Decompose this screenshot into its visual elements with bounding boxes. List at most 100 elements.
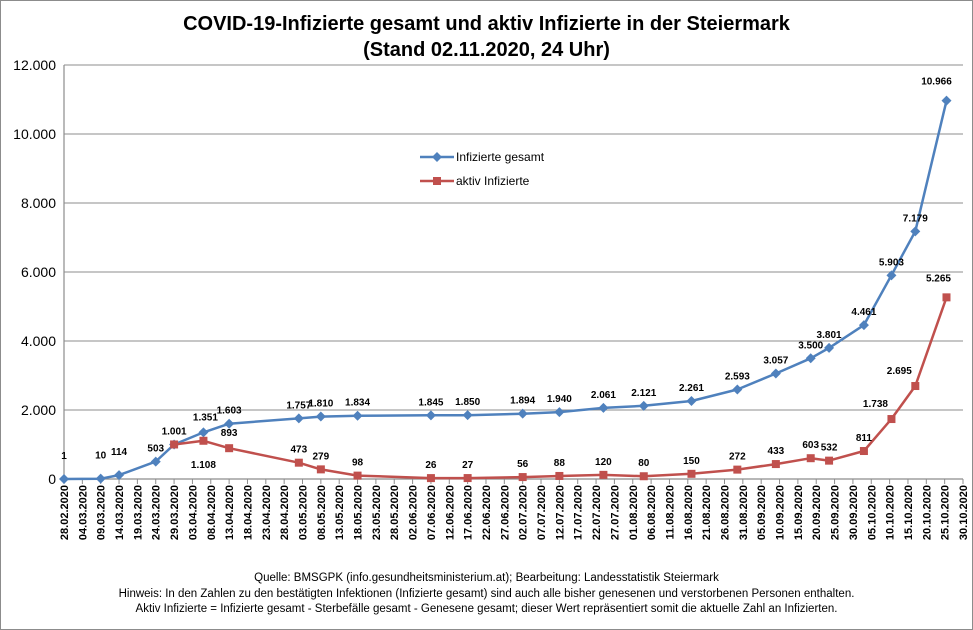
x-tick-label: 09.03.2020 (96, 485, 108, 540)
data-label-aktiv-infizierte: 27 (462, 460, 474, 471)
data-label-aktiv-infizierte: 150 (683, 456, 700, 467)
y-tick-label: 2.000 (21, 402, 56, 418)
data-label-infizierte-gesamt: 10.966 (921, 77, 952, 88)
data-label-aktiv-infizierte: 1.108 (191, 460, 216, 471)
data-point-infizierte-gesamt (198, 427, 209, 438)
data-point-aktiv-infizierte (911, 382, 920, 391)
data-label-aktiv-infizierte: 433 (768, 446, 785, 457)
data-label-aktiv-infizierte: 120 (595, 457, 612, 468)
x-tick-label: 15.10.2020 (903, 485, 915, 540)
data-label-infizierte-gesamt: 4.461 (851, 307, 876, 318)
data-point-infizierte-gesamt (858, 320, 869, 331)
x-tick-label: 08.05.2020 (316, 485, 328, 540)
x-tick-label: 13.04.2020 (224, 485, 236, 540)
x-tick-label: 12.07.2020 (554, 485, 566, 540)
data-label-infizierte-gesamt: 1.810 (308, 399, 333, 410)
x-tick-label: 05.10.2020 (866, 485, 878, 540)
legend-label-1: Infizierte gesamt (456, 150, 545, 164)
x-tick-label: 30.09.2020 (848, 485, 860, 540)
data-label-infizierte-gesamt: 1.834 (345, 398, 370, 409)
x-tick-label: 22.06.2020 (481, 485, 493, 540)
data-label-infizierte-gesamt: 10 (95, 451, 107, 462)
data-point-aktiv-infizierte (771, 460, 780, 469)
data-point-infizierte-gesamt (638, 400, 649, 411)
data-point-infizierte-gesamt (224, 418, 235, 429)
x-tick-label: 31.08.2020 (738, 485, 750, 540)
x-tick-label: 26.08.2020 (719, 485, 731, 540)
data-point-aktiv-infizierte (426, 474, 435, 483)
data-point-infizierte-gesamt (941, 95, 952, 106)
x-tick-label: 10.10.2020 (885, 485, 897, 540)
data-label-infizierte-gesamt: 2.121 (631, 388, 656, 399)
data-label-infizierte-gesamt: 114 (111, 447, 128, 458)
data-point-aktiv-infizierte (687, 469, 696, 478)
data-point-aktiv-infizierte (806, 454, 815, 463)
data-label-aktiv-infizierte: 893 (221, 428, 238, 439)
x-tick-label: 27.07.2020 (609, 485, 621, 540)
data-point-infizierte-gesamt (554, 407, 565, 418)
data-point-infizierte-gesamt (150, 456, 161, 467)
data-point-aktiv-infizierte (555, 471, 564, 480)
chart-title: COVID-19-Infizierte gesamt und aktiv Inf… (0, 11, 973, 63)
x-tick-label: 23.04.2020 (261, 485, 273, 540)
x-tick-label: 22.07.2020 (591, 485, 603, 540)
data-point-aktiv-infizierte (316, 465, 325, 474)
y-tick-label: 0 (48, 471, 56, 487)
data-label-aktiv-infizierte: 532 (821, 443, 838, 454)
title-line-1: COVID-19-Infizierte gesamt und aktiv Inf… (183, 13, 790, 35)
data-point-aktiv-infizierte (859, 447, 868, 456)
data-label-infizierte-gesamt: 5.903 (879, 257, 904, 268)
x-tick-label: 20.09.2020 (811, 485, 823, 540)
data-point-infizierte-gesamt (517, 408, 528, 419)
x-tick-label: 19.03.2020 (132, 485, 144, 540)
data-point-infizierte-gesamt (462, 410, 473, 421)
data-point-infizierte-gesamt (732, 384, 743, 395)
data-point-aktiv-infizierte (463, 474, 472, 483)
data-point-aktiv-infizierte (225, 444, 234, 453)
data-point-infizierte-gesamt (686, 395, 697, 406)
data-point-infizierte-gesamt (770, 368, 781, 379)
data-point-aktiv-infizierte (733, 465, 742, 474)
data-point-aktiv-infizierte (825, 456, 834, 465)
footnote-source: Quelle: BMSGPK (info.gesundheitsminister… (254, 572, 719, 584)
x-tick-label: 01.08.2020 (628, 485, 640, 540)
footnote-definition: Aktiv Infizierte = Infizierte gesamt - S… (135, 603, 838, 615)
x-tick-label: 23.05.2020 (371, 485, 383, 540)
x-tick-label: 07.06.2020 (426, 485, 438, 540)
footnotes: Quelle: BMSGPK (info.gesundheitsminister… (0, 571, 973, 618)
data-point-infizierte-gesamt (59, 473, 69, 484)
x-tick-label: 08.04.2020 (206, 485, 218, 540)
x-tick-label: 06.08.2020 (646, 485, 658, 540)
legend-marker-1 (432, 152, 442, 162)
x-tick-label: 16.08.2020 (683, 485, 695, 540)
data-point-infizierte-gesamt (293, 413, 304, 424)
x-tick-label: 29.03.2020 (169, 485, 181, 540)
x-tick-label: 03.05.2020 (298, 485, 310, 540)
data-label-infizierte-gesamt: 1.603 (217, 406, 242, 417)
x-tick-label: 30.10.2020 (958, 485, 970, 540)
data-label-aktiv-infizierte: 2.695 (887, 366, 912, 377)
x-tick-label: 21.08.2020 (701, 485, 713, 540)
data-point-infizierte-gesamt (95, 473, 106, 484)
data-label-aktiv-infizierte: 1.738 (863, 399, 888, 410)
x-tick-label: 25.10.2020 (940, 485, 952, 540)
x-tick-label: 11.08.2020 (664, 485, 676, 539)
data-label-infizierte-gesamt: 1.757 (286, 400, 311, 411)
data-label-aktiv-infizierte: 603 (802, 440, 819, 451)
data-point-infizierte-gesamt (352, 410, 363, 421)
data-label-aktiv-infizierte: 88 (554, 458, 566, 469)
data-label-infizierte-gesamt: 503 (147, 444, 164, 455)
x-tick-label: 10.09.2020 (775, 485, 787, 540)
data-label-infizierte-gesamt: 2.261 (679, 383, 704, 394)
y-tick-label: 4.000 (21, 333, 56, 349)
data-label-infizierte-gesamt: 3.500 (798, 340, 823, 351)
data-point-infizierte-gesamt (114, 470, 125, 481)
x-tick-label: 18.05.2020 (353, 485, 365, 540)
y-tick-label: 12.000 (13, 57, 56, 73)
data-point-infizierte-gesamt (886, 270, 897, 281)
x-tick-label: 02.07.2020 (518, 485, 530, 540)
data-label-infizierte-gesamt: 1.001 (162, 426, 187, 437)
data-point-aktiv-infizierte (639, 472, 648, 481)
data-point-infizierte-gesamt (805, 353, 816, 364)
